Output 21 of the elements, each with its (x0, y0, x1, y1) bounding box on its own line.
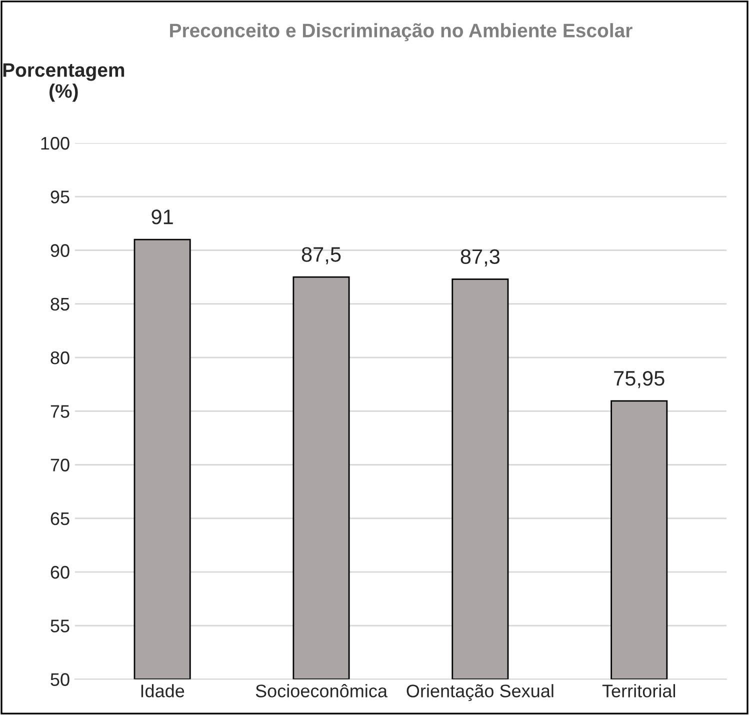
data-label: 75,95 (614, 370, 664, 388)
data-label: 87,5 (302, 247, 341, 264)
y-tick-label: 70 (50, 458, 70, 472)
y-tick-label: 95 (50, 190, 70, 204)
y-tick-label: 65 (50, 512, 70, 526)
y-axis-title: Porcentagem (%) (3, 63, 124, 102)
y-tick-label: 60 (50, 566, 70, 579)
y-tick-label: 80 (50, 351, 70, 364)
x-tick-label: Idade (141, 684, 184, 698)
x-tick-label: Orientação Sexual (406, 684, 554, 702)
chart-title: Preconceito e Discriminação no Ambiente Escolar (170, 23, 632, 42)
y-tick-label: 90 (50, 244, 70, 257)
y-tick-label: 85 (50, 298, 70, 311)
y-tick-label: 55 (50, 620, 70, 632)
y-tick-label: 50 (50, 673, 70, 686)
x-tick-label: Territorial (602, 684, 676, 698)
y-tick-label: 100 (41, 136, 70, 150)
y-tick-label: 75 (50, 405, 70, 418)
data-label: 87,3 (460, 249, 500, 266)
data-label: 91 (152, 210, 173, 224)
x-tick-label: Socioeconômica (256, 684, 388, 698)
